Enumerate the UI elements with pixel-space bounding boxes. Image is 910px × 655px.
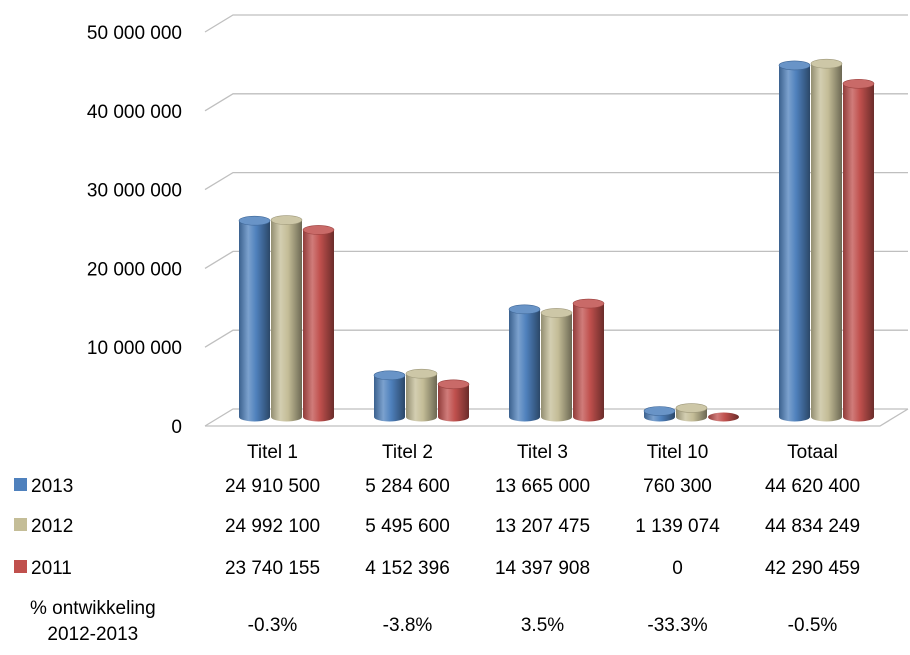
legend-swatch bbox=[14, 518, 27, 532]
pct-cell: -3.8% bbox=[382, 615, 433, 636]
table-cell: 44 620 400 bbox=[764, 476, 861, 497]
table-cell: 42 290 459 bbox=[764, 558, 861, 579]
table-cell: 14 397 908 bbox=[494, 558, 591, 579]
legend-row-label: 2012 bbox=[14, 516, 73, 538]
table-cell: 24 910 500 bbox=[224, 476, 321, 497]
bar bbox=[842, 78, 875, 422]
table-cell: 0 bbox=[672, 558, 683, 579]
x-tick-label: Titel 10 bbox=[647, 442, 709, 463]
table-cell: 13 665 000 bbox=[494, 476, 591, 497]
table-cell: 5 495 600 bbox=[365, 516, 450, 537]
bar bbox=[675, 403, 708, 422]
gridline bbox=[204, 171, 908, 191]
table-cell: 5 284 600 bbox=[365, 476, 450, 497]
pct-cell: 3.5% bbox=[520, 615, 565, 636]
bar bbox=[508, 304, 541, 422]
legend-row-label: 2011 bbox=[14, 558, 72, 580]
gridline bbox=[204, 93, 908, 112]
y-tick-label: 40 000 000 bbox=[87, 102, 182, 123]
table-cell: 760 300 bbox=[643, 476, 712, 497]
pct-label-line1: % ontwikkeling bbox=[30, 598, 156, 619]
bar bbox=[643, 406, 676, 422]
table-cell: 23 740 155 bbox=[224, 558, 321, 579]
x-tick-label: Titel 3 bbox=[517, 442, 568, 463]
y-tick-label: 20 000 000 bbox=[87, 259, 182, 280]
bar bbox=[708, 412, 739, 422]
legend-label: 2012 bbox=[31, 516, 74, 537]
gridline bbox=[204, 250, 908, 269]
gridline bbox=[204, 14, 908, 33]
bar bbox=[437, 379, 470, 422]
legend-label: 2013 bbox=[31, 476, 74, 497]
gridline bbox=[204, 329, 908, 348]
x-tick-label: Titel 1 bbox=[247, 442, 298, 463]
legend-swatch bbox=[14, 560, 27, 574]
y-tick-label: 10 000 000 bbox=[87, 338, 182, 359]
pct-cell: -0.5% bbox=[787, 615, 838, 636]
pct-row-label: % ontwikkeling 2012-2013 bbox=[30, 596, 156, 648]
pct-cell: -33.3% bbox=[647, 615, 708, 636]
bar bbox=[405, 368, 438, 422]
table-cell: 13 207 475 bbox=[494, 516, 591, 537]
legend-swatch bbox=[14, 478, 27, 492]
pct-cell: -0.3% bbox=[247, 615, 298, 636]
y-tick-label: 0 bbox=[171, 417, 182, 438]
bar bbox=[810, 58, 843, 422]
table-cell: 4 152 396 bbox=[365, 558, 450, 579]
bar bbox=[540, 308, 573, 422]
bar bbox=[778, 60, 811, 422]
bar-chart: 0 10 000 000 20 000 000 30 000 000 40 000 00… bbox=[87, 14, 909, 463]
pct-label-line2: 2012-2013 bbox=[47, 624, 139, 645]
legend-row-label: 2013 bbox=[14, 476, 73, 498]
bar bbox=[373, 370, 406, 422]
bar bbox=[270, 215, 303, 422]
floor-edge bbox=[205, 408, 909, 427]
table-cell: 24 992 100 bbox=[224, 516, 321, 537]
x-tick-label: Totaal bbox=[787, 442, 838, 463]
y-tick-label: 30 000 000 bbox=[87, 181, 182, 202]
bar bbox=[238, 215, 271, 422]
x-tick-label: Titel 2 bbox=[382, 442, 433, 463]
bar bbox=[302, 225, 335, 422]
table-cell: 1 139 074 bbox=[635, 516, 720, 537]
table-cell: 44 834 249 bbox=[764, 516, 861, 537]
bar bbox=[572, 298, 605, 422]
legend-label: 2011 bbox=[31, 558, 72, 579]
y-tick-label: 50 000 000 bbox=[87, 23, 182, 44]
